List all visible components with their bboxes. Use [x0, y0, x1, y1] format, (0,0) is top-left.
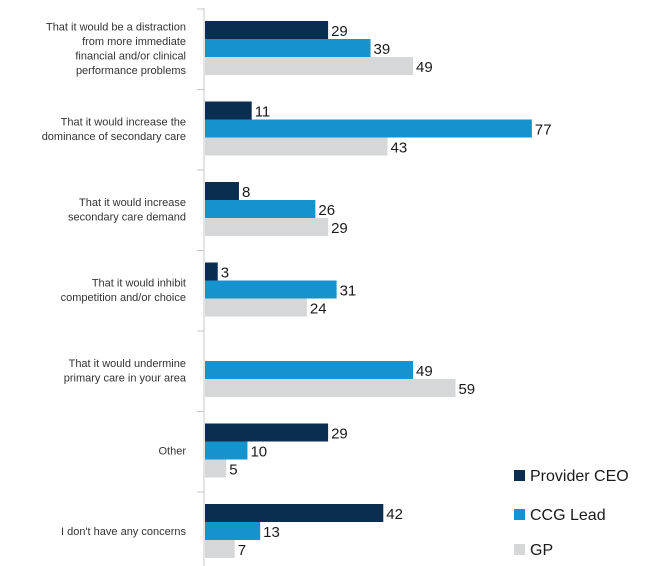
data-label: 49 [416, 59, 433, 76]
bar [205, 379, 456, 397]
category-label: That it would increase the dominance of s… [42, 116, 186, 143]
data-label: 59 [458, 381, 475, 398]
bar [205, 280, 337, 299]
bar [205, 21, 329, 39]
bar [205, 540, 235, 558]
data-label: 29 [331, 426, 348, 443]
bar [205, 298, 307, 317]
legend-swatch [514, 470, 525, 481]
bars-layer [205, 21, 532, 558]
bar [205, 101, 252, 120]
bar [205, 522, 261, 540]
data-label: 26 [318, 202, 335, 219]
data-label: 8 [242, 184, 250, 201]
bar [205, 57, 414, 75]
legend-entry: Provider CEO [530, 468, 629, 485]
axis-layer [197, 8, 205, 566]
category-label: That it would inhibit competition and/or … [61, 277, 186, 304]
data-label: 10 [250, 444, 267, 461]
category-label: That it would increase secondary care dem… [68, 197, 186, 224]
bar [205, 119, 532, 138]
legend-entry: GP [530, 542, 553, 559]
bar [205, 459, 227, 478]
bar [205, 441, 248, 460]
legend-entry: CCG Lead [530, 507, 606, 524]
data-label: 49 [416, 363, 433, 380]
category-label: That it would be a distraction from more … [46, 21, 187, 77]
category-label: I don't have any concerns [61, 526, 187, 538]
data-label: 5 [229, 462, 237, 479]
bar [205, 423, 329, 442]
data-label: 29 [331, 220, 348, 237]
data-label: 42 [386, 506, 403, 523]
bar [205, 137, 388, 156]
data-label: 3 [221, 265, 229, 282]
data-label: 11 [255, 104, 271, 121]
bar [205, 218, 329, 236]
data-label: 43 [391, 140, 408, 157]
bar [205, 361, 414, 379]
bar [205, 39, 371, 57]
category-label: Other [158, 446, 186, 458]
bar [205, 200, 316, 218]
category-label: That it would undermine primary care in y… [64, 358, 187, 385]
data-label: 13 [263, 524, 280, 541]
bar [205, 182, 239, 200]
data-label: 39 [374, 41, 391, 58]
data-label: 29 [331, 23, 348, 40]
bar [205, 504, 384, 522]
data-label: 31 [340, 283, 357, 300]
labels-layer: That it would be a distraction from more … [42, 21, 552, 559]
legend: Provider CEO CCG Lead GP [514, 468, 629, 559]
bar [205, 262, 218, 281]
data-label: 7 [238, 542, 246, 559]
data-label: 24 [310, 301, 327, 318]
data-label: 77 [535, 122, 552, 139]
legend-swatch [514, 544, 525, 555]
legend-swatch [514, 509, 525, 520]
